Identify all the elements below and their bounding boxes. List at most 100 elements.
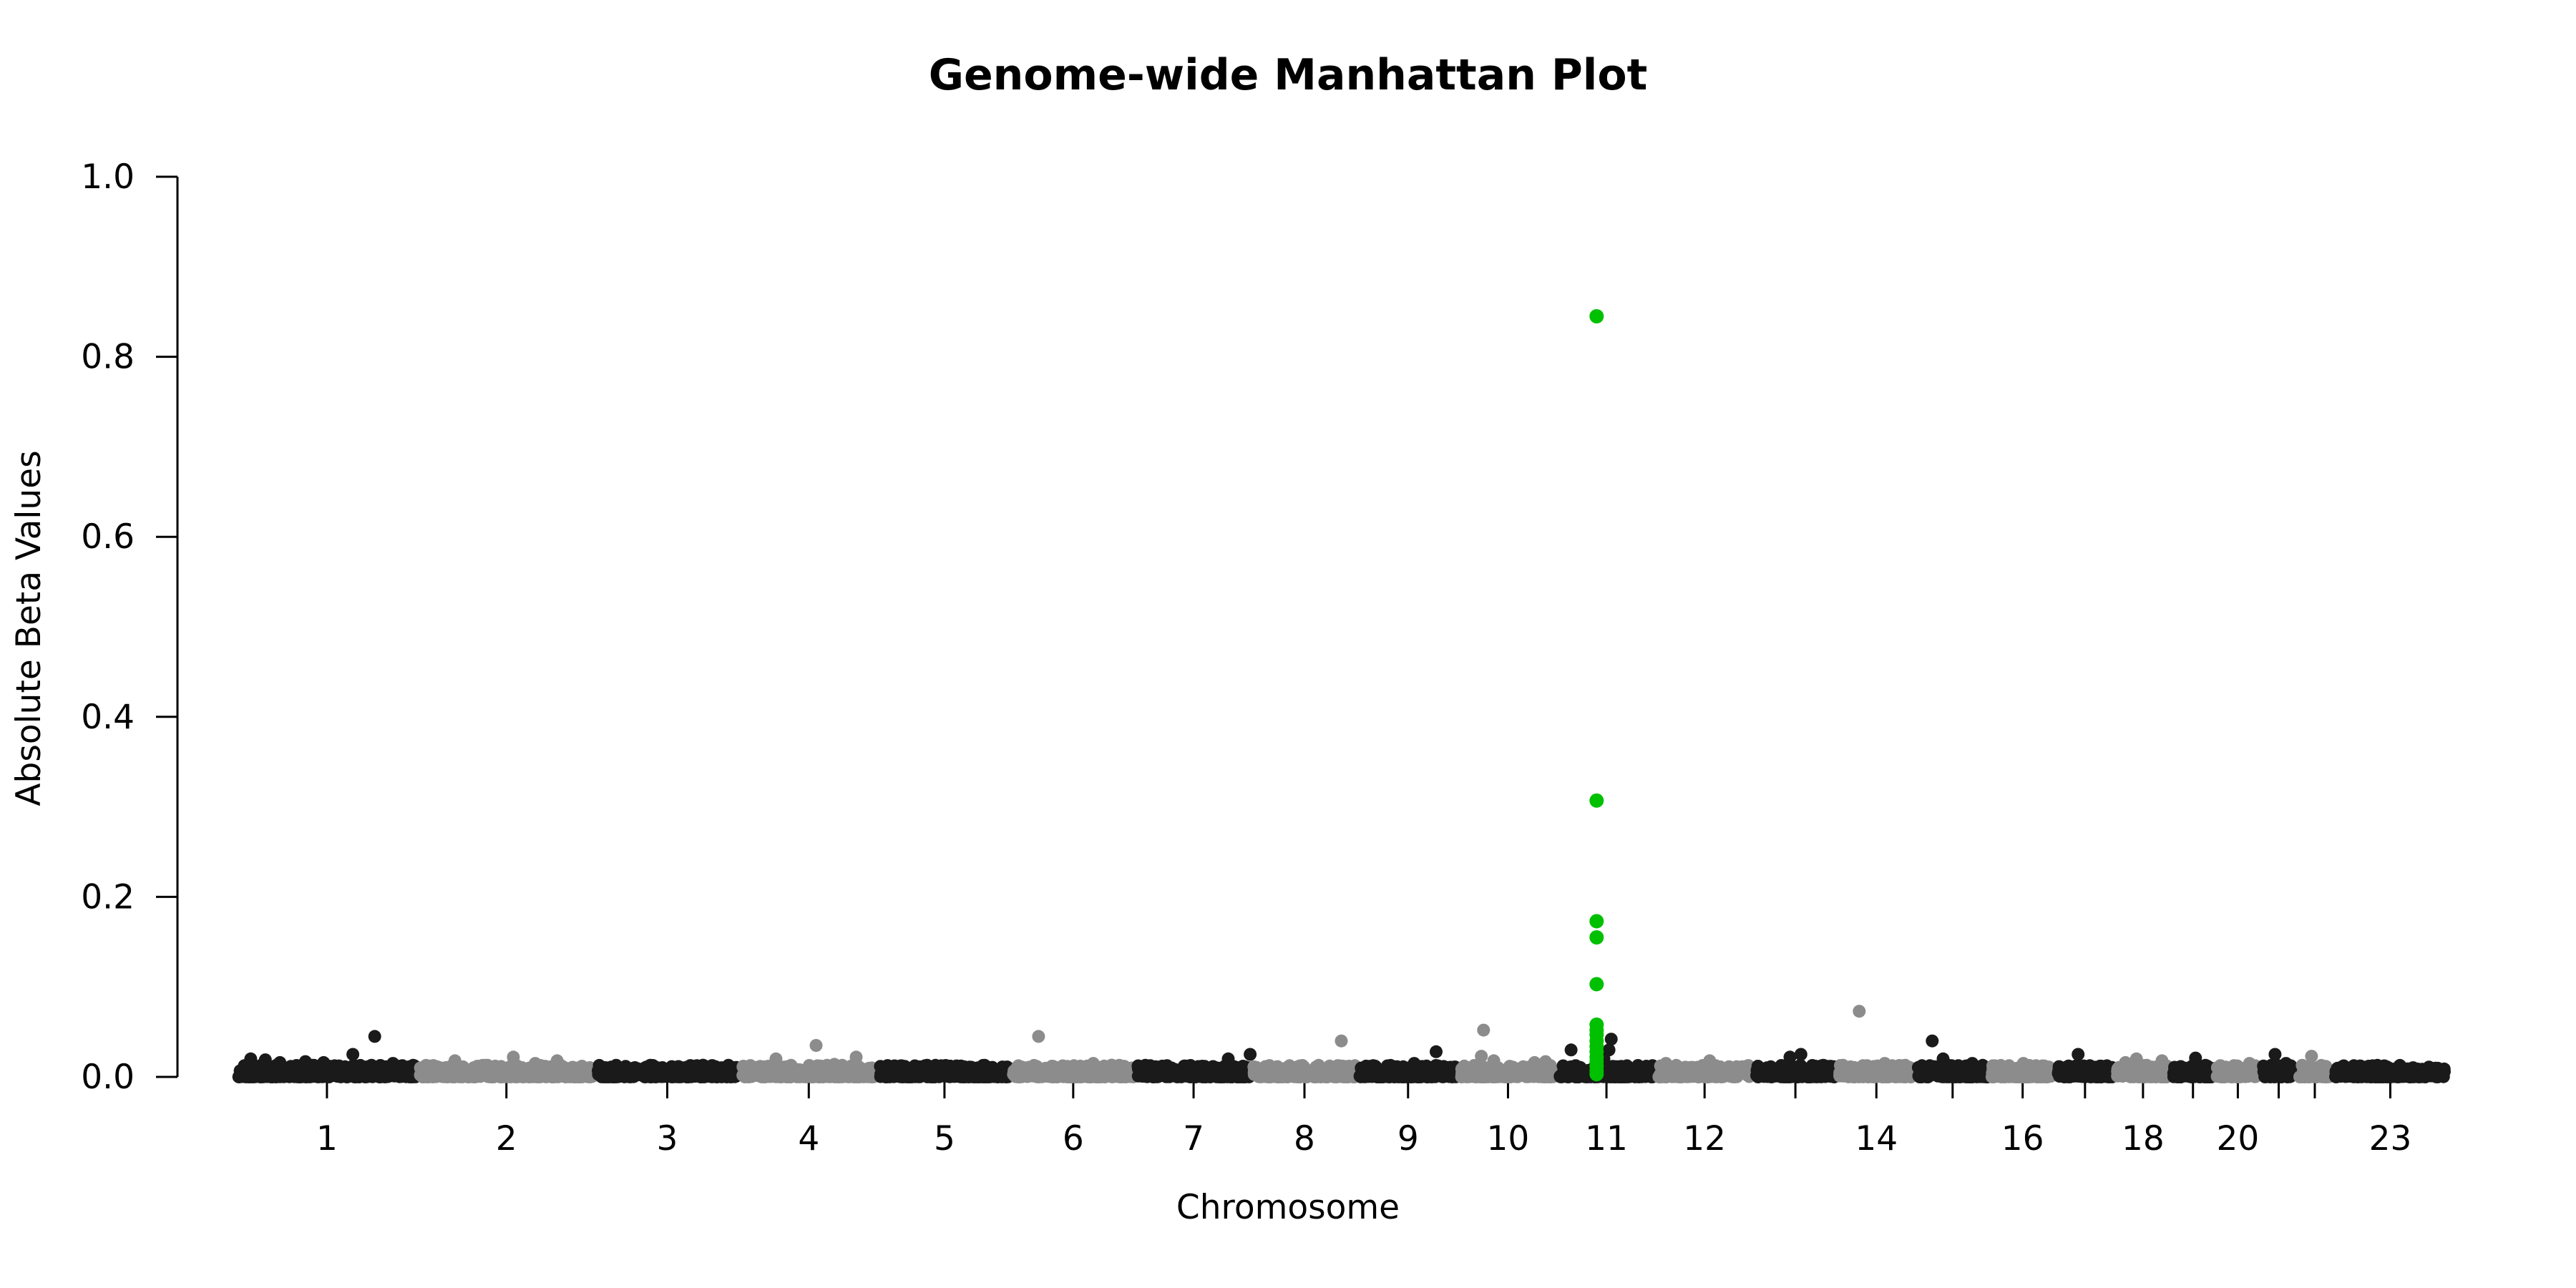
significant-point xyxy=(1589,309,1604,323)
data-point xyxy=(1218,1070,1231,1083)
significant-point xyxy=(1589,914,1604,929)
data-point xyxy=(614,1068,628,1081)
data-point xyxy=(2173,1062,2187,1075)
data-point xyxy=(696,1058,710,1072)
data-point xyxy=(927,1065,940,1078)
data-point xyxy=(1966,1057,1979,1070)
data-point xyxy=(841,1063,855,1077)
significant-points xyxy=(1589,309,1604,1082)
y-tick-label: 0.8 xyxy=(81,338,135,377)
data-point xyxy=(643,1058,657,1072)
data-point xyxy=(1480,1070,1494,1083)
y-axis-label: Absolute Beta Values xyxy=(9,450,49,806)
data-point xyxy=(2099,1070,2113,1083)
y-tick-label: 0.4 xyxy=(81,698,135,737)
data-point xyxy=(943,1066,957,1080)
data-point xyxy=(1086,1057,1100,1070)
data-point xyxy=(1354,1070,1367,1083)
data-point xyxy=(1208,1060,1221,1074)
data-point xyxy=(680,1060,693,1074)
data-point xyxy=(1853,1005,1866,1018)
data-point xyxy=(649,1070,663,1083)
data-point xyxy=(2214,1059,2227,1073)
data-point xyxy=(2053,1070,2067,1083)
x-tick-label: 7 xyxy=(1183,1119,1204,1158)
data-point xyxy=(1943,1064,1957,1078)
x-tick-label: 23 xyxy=(2369,1119,2412,1158)
data-point xyxy=(1189,1070,1202,1083)
data-point xyxy=(386,1057,400,1070)
data-point xyxy=(486,1065,499,1078)
data-point xyxy=(550,1054,564,1068)
data-point xyxy=(742,1070,756,1083)
data-point xyxy=(1528,1055,1541,1069)
data-point xyxy=(1058,1065,1072,1079)
data-point xyxy=(958,1070,972,1083)
data-point xyxy=(1575,1068,1589,1081)
x-axis-label: Chromosome xyxy=(1176,1188,1400,1227)
data-point xyxy=(882,1065,896,1078)
data-point xyxy=(828,1058,841,1071)
data-point xyxy=(2129,1052,2143,1065)
data-point xyxy=(1538,1055,1552,1068)
x-tick-label: 9 xyxy=(1397,1119,1419,1158)
data-point xyxy=(529,1057,542,1070)
data-point xyxy=(1532,1070,1546,1083)
data-point xyxy=(1199,1070,1212,1083)
data-point xyxy=(809,1039,823,1052)
data-point xyxy=(849,1050,863,1064)
data-point xyxy=(2142,1066,2156,1080)
data-point xyxy=(1460,1070,1473,1083)
x-tick-label: 18 xyxy=(2122,1119,2165,1158)
data-point xyxy=(442,1065,456,1079)
data-point xyxy=(1046,1070,1059,1083)
data-point xyxy=(1564,1043,1578,1057)
data-point xyxy=(1679,1070,1692,1083)
data-point xyxy=(346,1048,360,1061)
data-point xyxy=(575,1070,589,1083)
data-point xyxy=(632,1067,645,1080)
data-point xyxy=(1334,1069,1347,1083)
data-point xyxy=(2260,1060,2273,1074)
y-tick-label: 0.6 xyxy=(81,517,135,557)
y-axis-ticks: 0.00.20.40.60.81.0 xyxy=(81,157,177,1097)
data-point xyxy=(1029,1068,1042,1082)
data-point xyxy=(663,1068,676,1082)
data-point xyxy=(1705,1070,1719,1083)
data-point xyxy=(2364,1070,2378,1083)
y-tick-label: 1.0 xyxy=(81,157,135,197)
x-tick-label: 8 xyxy=(1294,1119,1315,1158)
data-point xyxy=(1960,1070,1974,1083)
data-point xyxy=(2312,1068,2325,1081)
x-tick-label: 2 xyxy=(496,1119,517,1158)
data-point xyxy=(1083,1070,1097,1083)
data-point xyxy=(2230,1059,2244,1073)
significant-point xyxy=(1589,930,1604,945)
data-point xyxy=(1773,1070,1787,1083)
significant-point xyxy=(1589,977,1604,992)
data-point xyxy=(779,1068,793,1081)
data-point xyxy=(1397,1070,1410,1083)
data-point xyxy=(1913,1070,1926,1083)
data-point xyxy=(267,1065,280,1078)
data-point xyxy=(1335,1034,1348,1048)
data-point xyxy=(2093,1059,2107,1073)
data-point xyxy=(1135,1067,1148,1080)
data-point xyxy=(1845,1070,1858,1083)
data-point xyxy=(2279,1057,2293,1070)
data-point xyxy=(1617,1070,1631,1083)
data-point xyxy=(1727,1069,1740,1083)
data-point xyxy=(2016,1057,2030,1070)
y-tick-label: 0.2 xyxy=(81,877,135,917)
data-point xyxy=(1878,1057,1891,1070)
x-tick-label: 10 xyxy=(1487,1119,1530,1158)
data-point xyxy=(1045,1060,1059,1073)
data-point xyxy=(1477,1023,1491,1037)
data-point xyxy=(471,1060,484,1073)
data-point xyxy=(1221,1052,1235,1065)
x-tick-label: 14 xyxy=(1855,1119,1898,1158)
data-point xyxy=(316,1068,329,1082)
data-point xyxy=(1689,1065,1702,1079)
data-point xyxy=(2424,1069,2437,1082)
data-point xyxy=(2270,1066,2284,1080)
